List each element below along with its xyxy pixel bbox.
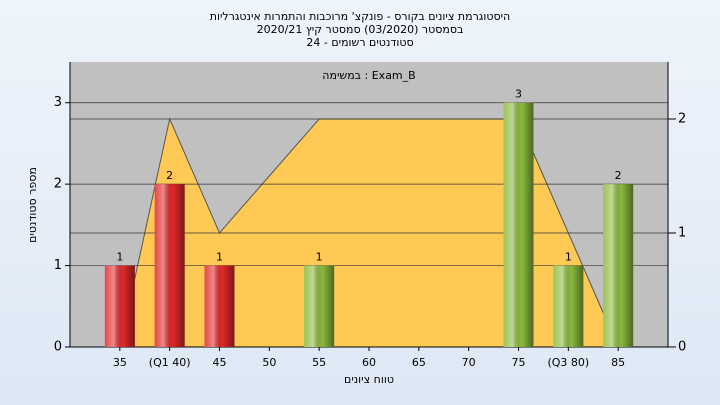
bar-shade <box>603 184 634 347</box>
y-tick-label: 0 <box>54 340 62 355</box>
bar-shade <box>553 265 584 347</box>
y-axis-label: מספר סטודנטים <box>26 167 39 243</box>
x-axis-label: טווח ציונים <box>344 373 394 386</box>
data-label: 3 <box>515 88 522 101</box>
x-tick-label: 35 <box>113 356 127 369</box>
x-tick-label: 45 <box>213 356 227 369</box>
y-tick-label: 1 <box>54 258 62 273</box>
data-label: 1 <box>316 251 323 264</box>
data-label: 1 <box>116 251 123 264</box>
x-tick-label: (Q3 80) <box>547 356 589 369</box>
bar-shade <box>104 265 135 347</box>
data-label: 2 <box>615 169 622 182</box>
x-tick-label: 60 <box>362 356 376 369</box>
title-line: סטודנטים רשומים - 24 <box>306 36 413 49</box>
annotation: במשימה : Exam_B <box>322 69 415 82</box>
x-tick-label: (Q1 40) <box>149 356 191 369</box>
bar-shade <box>503 102 534 347</box>
x-tick-label: 65 <box>412 356 426 369</box>
y2-tick-label: 1 <box>678 226 686 241</box>
x-tick-label: 55 <box>312 356 326 369</box>
x-tick-label: 70 <box>462 356 476 369</box>
x-tick-label: 85 <box>611 356 625 369</box>
data-label: 1 <box>565 251 572 264</box>
x-tick-label: 50 <box>262 356 276 369</box>
data-label: 1 <box>216 251 223 264</box>
title-line: היסטוגרמת ציונים בקורס - פונקצ' מרוכבות … <box>210 10 511 23</box>
bar-shade <box>204 265 235 347</box>
data-label: 2 <box>166 169 173 182</box>
y2-tick-label: 0 <box>678 340 686 355</box>
y-tick-label: 3 <box>54 95 62 110</box>
y2-tick-label: 2 <box>678 112 686 127</box>
bar-shade <box>154 184 185 347</box>
bar-shade <box>304 265 335 347</box>
y-tick-label: 2 <box>54 177 62 192</box>
x-tick-label: 75 <box>512 356 526 369</box>
title-line: בסמסטר (03/2020) סמסטר קיץ 2020/21 <box>257 23 464 36</box>
